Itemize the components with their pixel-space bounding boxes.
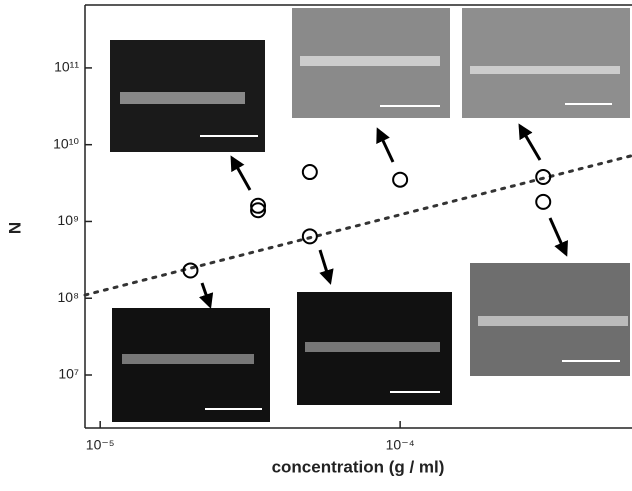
y-tick-label: 10⁹ <box>57 212 79 228</box>
x-tick-label: 10⁻⁴ <box>386 437 415 453</box>
inset-feature <box>305 342 440 352</box>
arrows <box>198 123 568 309</box>
inset-feature <box>470 66 620 74</box>
data-point <box>250 197 267 214</box>
data-point <box>301 164 318 181</box>
inset-feature <box>300 56 440 66</box>
inset-feature <box>120 92 245 104</box>
inset-feature <box>478 316 628 326</box>
arrow <box>376 127 395 163</box>
y-axis-label: N <box>5 222 24 234</box>
data-point <box>392 171 409 188</box>
arrow <box>318 249 334 285</box>
inset-image <box>112 308 270 422</box>
arrow <box>230 155 252 191</box>
inset-image <box>462 8 630 118</box>
data-point <box>250 202 267 219</box>
y-tick-label: 10¹¹ <box>54 59 79 75</box>
trend-line <box>83 154 632 297</box>
data-point <box>182 262 199 279</box>
y-tick-label: 10⁸ <box>58 289 80 305</box>
x-tick-label: 10⁻⁵ <box>86 437 115 453</box>
inset-feature <box>122 354 254 364</box>
arrow <box>548 217 568 257</box>
y-tick-label: 10⁷ <box>58 366 79 382</box>
data-point <box>301 228 318 245</box>
y-tick-label: 10¹⁰ <box>53 135 79 151</box>
arrow <box>198 282 214 309</box>
data-point <box>535 193 552 210</box>
insets <box>110 8 630 422</box>
x-axis-label: concentration (g / ml) <box>272 457 445 476</box>
data-point <box>535 168 552 185</box>
arrow <box>518 123 542 161</box>
